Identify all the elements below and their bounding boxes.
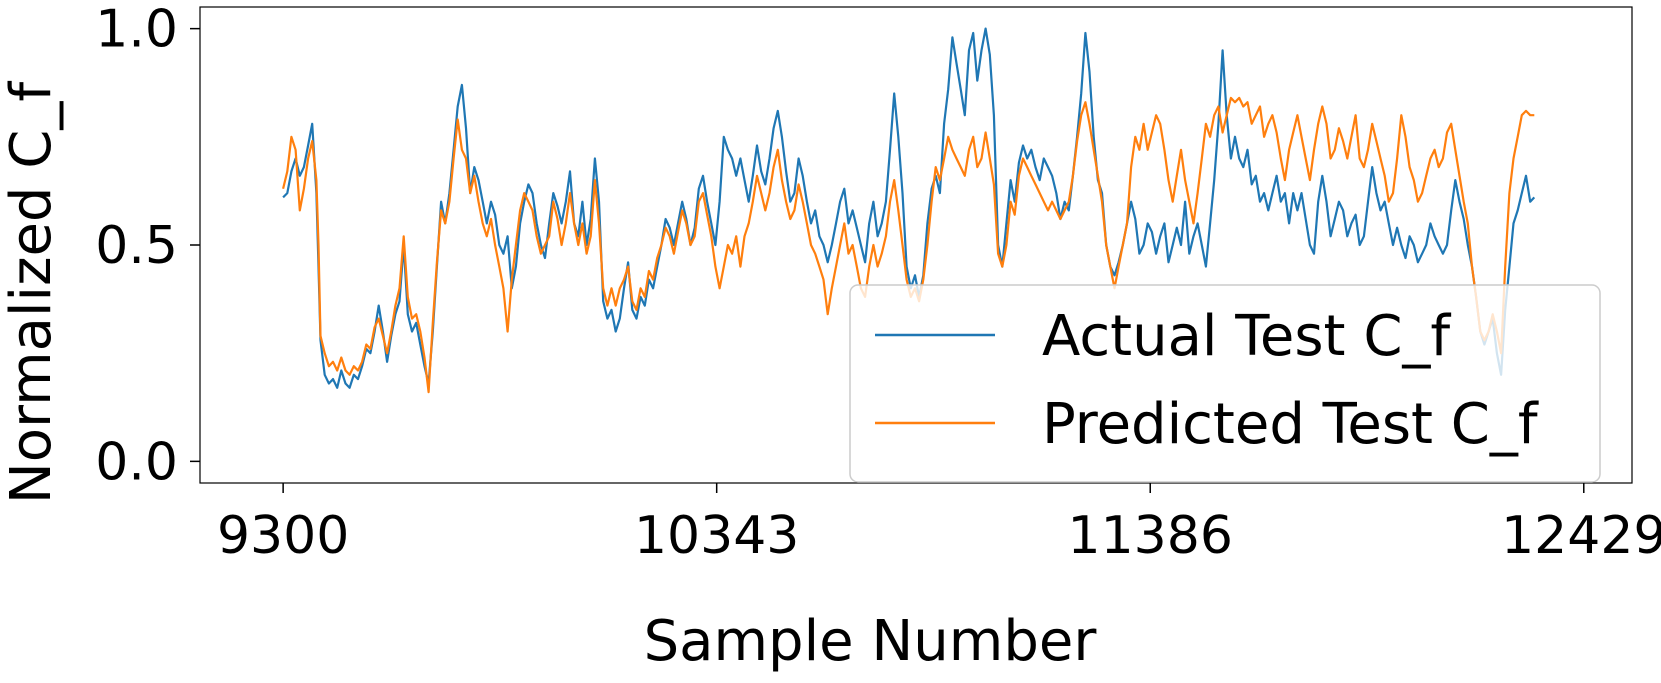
x-tick-label: 10343: [634, 506, 799, 566]
x-axis-label: Sample Number: [644, 609, 1098, 674]
legend-label: Actual Test C_f: [1042, 304, 1451, 369]
series-line-predicted: [282, 96, 1535, 394]
legend-box: [849, 284, 1601, 483]
x-tick-label: 11386: [1068, 506, 1233, 566]
y-tick-label: 1.0: [95, 0, 178, 60]
legend-label: Predicted Test C_f: [1042, 392, 1539, 457]
y-tick-label: 0.0: [95, 432, 178, 492]
y-axis-label: Normalized C_f: [0, 81, 64, 504]
plot-area: [282, 27, 1536, 394]
x-tick-label: 12429: [1501, 506, 1661, 566]
series-line-actual: [282, 27, 1536, 389]
y-tick-label: 0.5: [95, 216, 178, 276]
axes: 9300 10343 11386 12429 0.0 0.5 1.0: [95, 0, 1661, 566]
legend: Actual Test C_f Predicted Test C_f: [849, 284, 1601, 483]
x-tick-label: 9300: [217, 506, 349, 566]
